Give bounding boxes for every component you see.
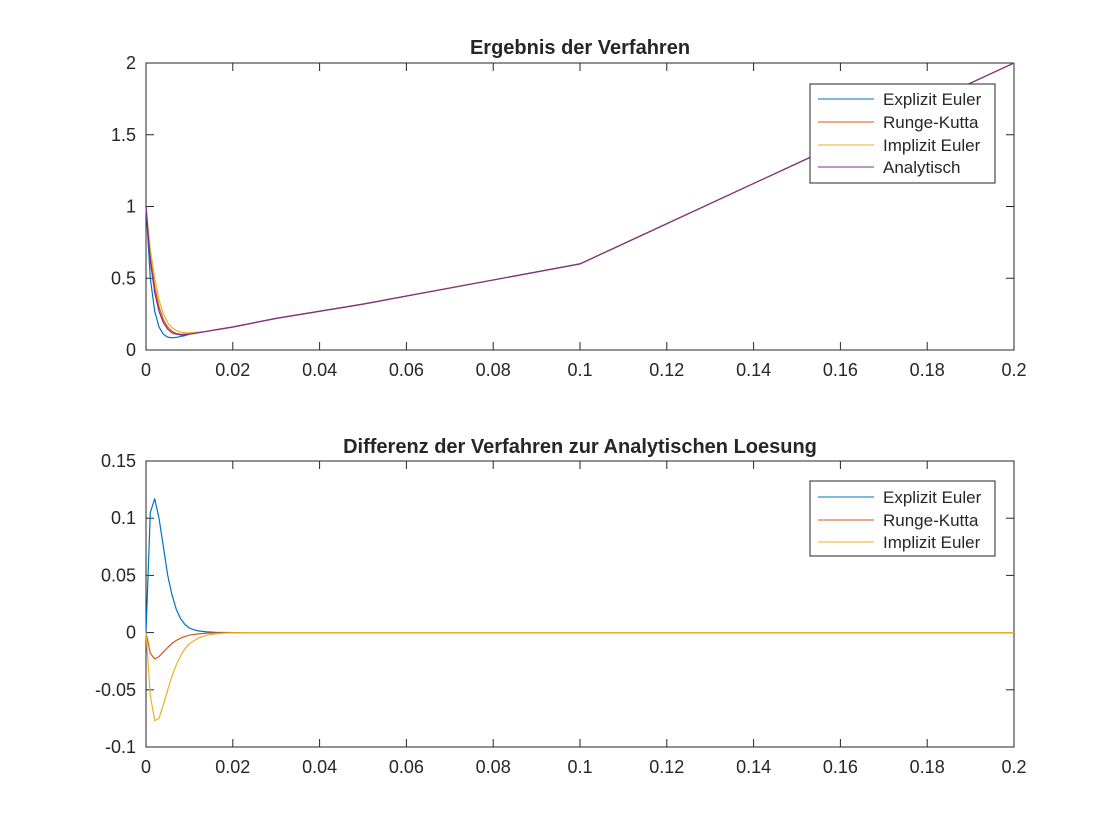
x-tick-label: 0: [141, 360, 151, 380]
x-tick-label: 0.02: [215, 757, 250, 777]
subplot-difference: Differenz der Verfahren zur Analytischen…: [95, 436, 1027, 777]
x-tick-label: 0.08: [476, 360, 511, 380]
x-tick-label: 0.02: [215, 360, 250, 380]
x-tick-label: 0.18: [910, 757, 945, 777]
x-tick-label: 0.1: [567, 757, 592, 777]
y-tick-label: -0.1: [105, 737, 136, 757]
x-tick-label: 0.06: [389, 360, 424, 380]
legend-label-analytisch: Analytisch: [883, 158, 960, 177]
legend-label-runge-kutta: Runge-Kutta: [883, 511, 979, 530]
y-tick-label: 1: [126, 197, 136, 217]
y-tick-label: 2: [126, 53, 136, 73]
x-tick-label: 0.12: [649, 360, 684, 380]
x-tick-label: 0.12: [649, 757, 684, 777]
y-tick-label: 0: [126, 340, 136, 360]
y-tick-label: -0.05: [95, 680, 136, 700]
x-axis: 0 0.02 0.04 0.06 0.08 0.1 0.12 0.14 0.16 0.18 0.2: [141, 757, 1027, 777]
series-line-analytisch: [145, 62, 1015, 336]
x-tick-label: 0.2: [1001, 757, 1026, 777]
legend[interactable]: Explizit Euler Runge-Kutta Implizit Eule…: [809, 83, 996, 184]
legend[interactable]: Explizit Euler Runge-Kutta Implizit Eule…: [809, 480, 996, 557]
plot-lines: [145, 62, 1015, 339]
subplot-results: Ergebnis der Verfahren 0 0.02 0.04 0.06 0.08…: [111, 37, 1027, 380]
series-line-implizit-euler: [145, 631, 1014, 722]
legend-label-explizit-euler: Explizit Euler: [883, 90, 982, 109]
x-tick-label: 0.16: [823, 757, 858, 777]
plot-lines: [145, 498, 1014, 722]
x-tick-label: 0.06: [389, 757, 424, 777]
y-tick-label: 1.5: [111, 125, 136, 145]
y-tick-label: 0.1: [111, 508, 136, 528]
legend-label-explizit-euler: Explizit Euler: [883, 488, 982, 507]
tick-marks: [145, 460, 1015, 748]
series-line-runge-kutta: [145, 631, 1014, 660]
chart-title: Ergebnis der Verfahren: [470, 37, 690, 59]
chart-title: Differenz der Verfahren zur Analytischen…: [343, 436, 817, 458]
legend-box: [809, 480, 996, 557]
x-tick-label: 0.14: [736, 360, 771, 380]
y-tick-label: 0.15: [101, 451, 136, 471]
y-axis: -0.1 -0.05 0 0.05 0.1 0.15: [95, 451, 136, 757]
y-axis: 0 0.5 1 1.5 2: [111, 53, 136, 360]
x-tick-label: 0.18: [910, 360, 945, 380]
x-tick-label: 0.16: [823, 360, 858, 380]
legend-label-runge-kutta: Runge-Kutta: [883, 113, 979, 132]
x-tick-label: 0.04: [302, 360, 337, 380]
x-tick-labels: 0 0.02 0.04 0.06 0.08 0.1 0.12 0.14 0.16 0.18 0.2: [141, 757, 1027, 777]
x-tick-label: 0.1: [567, 360, 592, 380]
y-tick-labels: 0 0.5 1 1.5 2: [111, 53, 136, 360]
tick-marks: [145, 62, 1015, 351]
y-tick-label: 0.05: [101, 565, 136, 585]
x-axis: 0 0.02 0.04 0.06 0.08 0.1 0.12 0.14 0.16 0.18 0.2: [141, 360, 1027, 380]
x-tick-label: 0.08: [476, 757, 511, 777]
legend-label-implizit-euler: Implizit Euler: [883, 136, 981, 155]
x-tick-labels: 0 0.02 0.04 0.06 0.08 0.1 0.12 0.14 0.16 0.18 0.2: [141, 360, 1027, 380]
y-tick-labels: -0.1 -0.05 0 0.05 0.1 0.15: [95, 451, 136, 757]
legend-label-implizit-euler: Implizit Euler: [883, 533, 981, 552]
x-tick-label: 0.2: [1001, 360, 1026, 380]
y-tick-label: 0: [126, 623, 136, 643]
y-tick-label: 0.5: [111, 268, 136, 288]
x-tick-label: 0.04: [302, 757, 337, 777]
x-tick-label: 0: [141, 757, 151, 777]
x-tick-label: 0.14: [736, 757, 771, 777]
